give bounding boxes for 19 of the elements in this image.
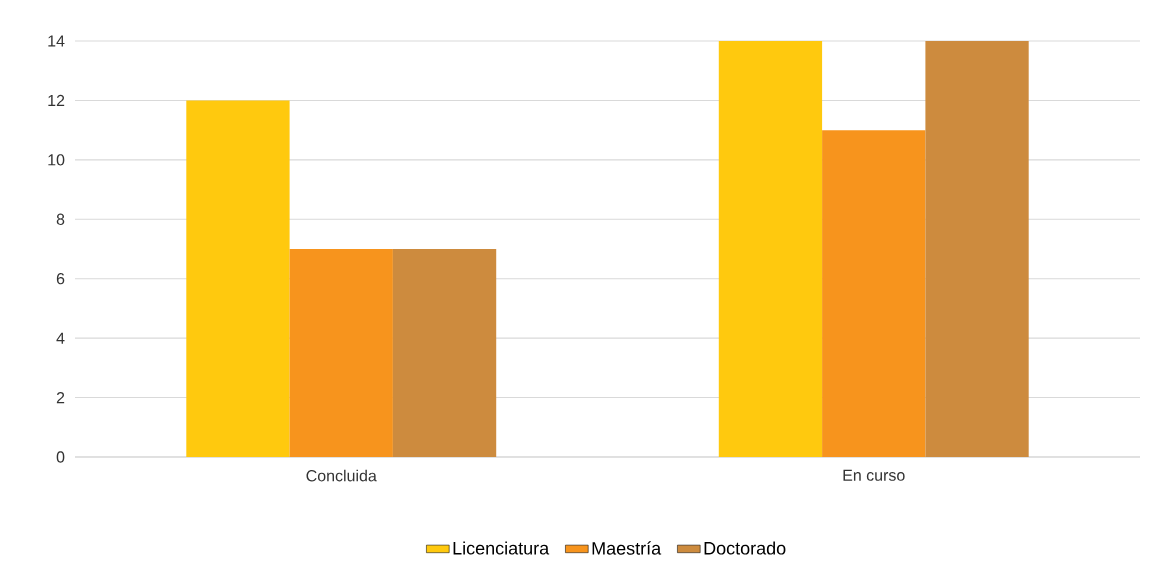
bar [925,41,1029,457]
y-tick-label: 14 [48,35,65,47]
legend-label: Licenciatura [453,541,550,555]
bar [289,248,393,457]
y-tick-label: 4 [56,332,65,344]
y-tick-label: 6 [56,273,65,285]
y-tick-label: 2 [56,391,65,404]
bar [186,100,290,457]
x-tick-label: Concluida [306,469,377,482]
bar [392,248,497,457]
legend-label: Maestría [592,541,662,555]
bar [718,41,823,457]
x-tick-label: En curso [843,469,905,481]
y-tick-label: 8 [56,213,65,225]
y-tick-label: 12 [48,94,65,107]
bar [822,130,926,457]
y-tick-label: 0 [56,451,65,463]
y-tick-label: 10 [48,154,65,166]
legend-label: Doctorado [704,541,786,555]
